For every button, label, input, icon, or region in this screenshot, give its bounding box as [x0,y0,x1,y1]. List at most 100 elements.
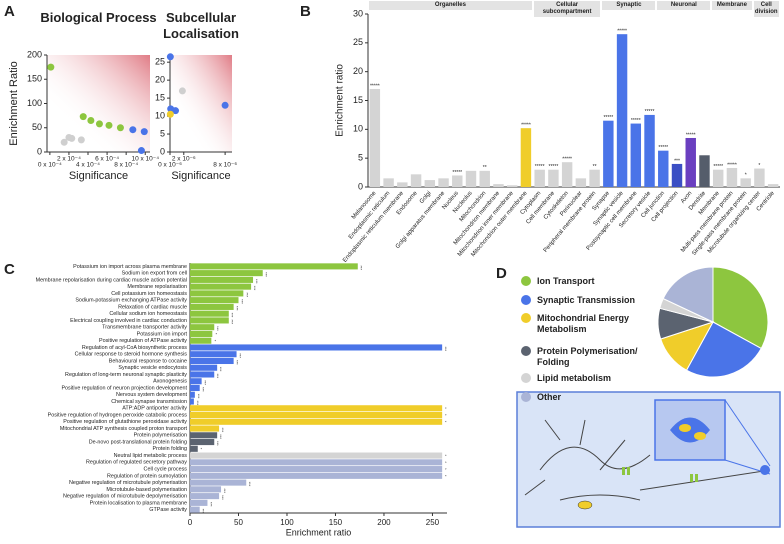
x-tick-label: Endoplasmic reticulum membrane [342,190,405,264]
significance-stars: ** [483,165,487,171]
point [140,128,148,136]
group-header: Cellular subcompartment [533,1,601,17]
legend-label: Mitochondrial Energy Metabolism [537,313,630,334]
significance-stars: * [443,475,448,477]
significance-stars: *** [230,313,235,318]
bar [712,169,724,187]
category-label: De-novo post-translational protein foldi… [89,439,187,445]
category-label: Cellular response to steroid hormone syn… [75,352,188,358]
bar [740,178,751,187]
point [47,63,55,71]
bar [410,174,422,187]
significance-stars: * [443,455,448,457]
bar [726,167,738,187]
panel-letter: B [300,3,311,20]
x-axis-label: Significance [171,170,230,182]
bar [699,155,710,187]
bar [452,175,463,187]
x-tick-label: 150 [329,518,343,527]
significance-stars: * [758,163,760,169]
bar [575,178,587,187]
significance-stars: *** [674,158,680,164]
bar [190,459,443,466]
significance-stars: ***** [562,157,572,163]
panel-letter: C [4,261,15,278]
category-label: Membrane repolarisation [127,284,187,290]
x-tick-label: 2 x 10⁻⁴ [57,156,81,163]
significance-stars: ***** [727,162,737,168]
point [172,107,180,115]
significance-stars: ***** [603,115,613,121]
bar [190,486,222,493]
category-label: Chemical synapse transmission [111,399,187,405]
group-header: Neuronal [657,1,711,10]
bar [383,178,394,187]
category-label: Axonogenesis [153,379,187,385]
chart-title: Subcellular Localisation [163,10,239,41]
bar [190,357,234,365]
pie-slice [662,266,714,323]
point [77,136,85,144]
bar [190,439,215,446]
bar [190,364,218,371]
bar [465,170,477,187]
category-label: Electrical coupling involved in cardiac … [70,318,187,324]
group-header: Cell division [753,1,779,17]
y-tick-label: 100 [27,98,42,108]
significance-stars: ***** [686,132,696,138]
significance-stars: *** [201,509,206,514]
significance-stars: *** [195,401,200,406]
significance-stars: ***** [452,170,462,176]
bar [190,263,358,270]
y-tick-label: 20 [155,75,165,85]
y-tick-label: 25 [155,57,165,67]
bar [190,499,208,506]
bar [767,184,779,187]
bar [671,163,683,187]
point [166,110,174,118]
y-tick-label: 150 [27,74,42,84]
significance-stars: *** [215,441,220,446]
category-label: Cellular sodium ion homeostasis [109,311,187,317]
significance-stars: *** [252,286,257,291]
category-label: Cell potassium ion homeostasis [111,291,187,297]
y-tick-label: 0 [37,146,42,156]
significance-stars: *** [208,502,213,507]
bar [190,445,198,452]
category-label: Sodium-potassium exchanging ATPase activ… [75,298,187,304]
x-tick-label: 8 x 10⁻⁴ [114,162,138,169]
point [87,116,95,124]
bar [190,418,443,425]
x-tick-label: 100 [280,518,294,527]
y-tick-label: 0 [160,146,165,156]
bar [190,411,443,419]
y-tick-label: 15 [353,95,363,105]
legend-marker [521,346,531,356]
significance-stars: *** [235,306,240,311]
significance-stars: *** [230,319,235,324]
point [178,87,186,95]
significance-stars: * [443,468,448,470]
y-axis-label: Enrichment Ratio [8,61,20,145]
bar [190,432,218,439]
category-label: GTPase activity [149,507,187,513]
y-tick-label: 200 [27,49,42,59]
gradient-background [170,55,232,152]
significance-stars: * [212,340,217,342]
x-tick-label: 0 [188,518,193,527]
bar [438,178,449,187]
y-tick-label: 10 [353,124,363,134]
category-label: Regulation of acyl-CoA biosynthetic proc… [82,345,187,351]
bar [190,324,215,331]
x-tick-label: 50 [234,518,243,527]
panel-letter: D [496,265,507,282]
legend-marker [521,295,531,305]
significance-stars: ***** [535,164,545,170]
bar [190,303,234,310]
significance-stars: *** [247,482,252,487]
bar [424,180,436,187]
x-tick-label: 200 [377,518,391,527]
point [79,113,87,121]
bar [520,128,532,187]
